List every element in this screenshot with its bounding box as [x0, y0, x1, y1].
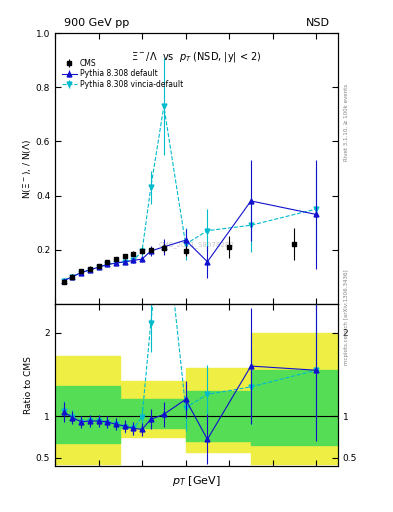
Text: $\Xi^-/\Lambda$  vs  $p_T$ (NSD, |y| < 2): $\Xi^-/\Lambda$ vs $p_T$ (NSD, |y| < 2) [131, 50, 262, 63]
Text: mcplots.cern.ch [arXiv:1306.3436]: mcplots.cern.ch [arXiv:1306.3436] [344, 270, 349, 365]
X-axis label: $p_T$ [GeV]: $p_T$ [GeV] [172, 474, 221, 487]
Legend: CMS, Pythia 8.308 default, Pythia 8.308 vincia-default: CMS, Pythia 8.308 default, Pythia 8.308 … [62, 59, 183, 89]
Y-axis label: N($\Xi^-$), / N($\Lambda$): N($\Xi^-$), / N($\Lambda$) [21, 138, 33, 199]
Y-axis label: Ratio to CMS: Ratio to CMS [24, 356, 33, 414]
Text: CMS_2011_S8978280: CMS_2011_S8978280 [159, 241, 234, 248]
Text: 900 GeV pp: 900 GeV pp [64, 18, 129, 28]
Text: NSD: NSD [305, 18, 329, 28]
Text: Rivet 3.1.10, ≥ 100k events: Rivet 3.1.10, ≥ 100k events [344, 84, 349, 161]
